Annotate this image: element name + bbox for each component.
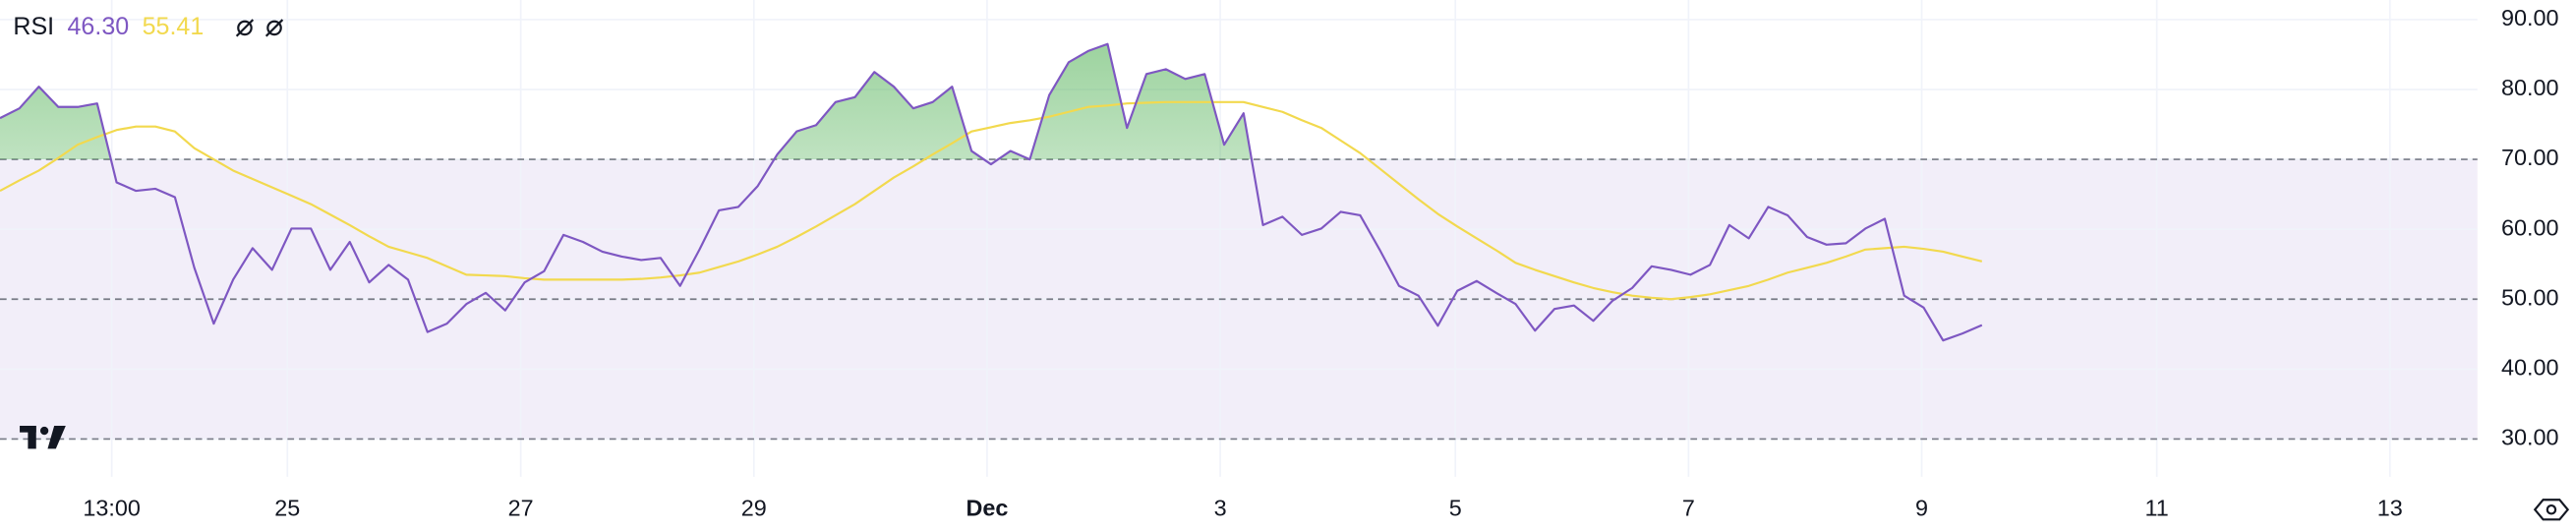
y-tick-label: 80.00 [2501, 75, 2558, 100]
x-tick-label: 13 [2377, 495, 2403, 520]
y-tick-label: 60.00 [2501, 214, 2558, 240]
x-tick-label: 29 [741, 495, 767, 520]
series-line [0, 100, 1983, 301]
x-tick-label: 7 [1682, 495, 1695, 520]
plot-marks [0, 42, 1983, 342]
plot-background [0, 0, 2478, 477]
x-tick-label: 9 [1915, 495, 1928, 520]
last-value: 46.30 [68, 13, 130, 40]
settings-icon[interactable] [2533, 499, 2570, 521]
tradingview-logo[interactable] [20, 426, 66, 449]
x-tick-label: 3 [1214, 495, 1227, 520]
y-tick-label: 30.00 [2501, 425, 2558, 450]
x-tick-label: Dec [966, 495, 1009, 520]
y-tick-label: 70.00 [2501, 145, 2558, 170]
hidden-input-icon[interactable] [264, 19, 284, 37]
x-tick-label: 11 [2145, 495, 2169, 520]
indicator-title: RSI [13, 13, 54, 40]
x-tick-label: 27 [508, 495, 534, 520]
hidden-input-icon[interactable] [235, 19, 255, 37]
x-tick-label: 13:00 [83, 495, 140, 520]
x-tick-label: 5 [1449, 495, 1462, 520]
y-tick-label: 50.00 [2501, 284, 2558, 310]
y-tick-label: 90.00 [2501, 5, 2558, 30]
last-value: 55.41 [143, 13, 205, 40]
x-tick-label: 25 [274, 495, 300, 520]
y-tick-label: 40.00 [2501, 355, 2558, 381]
series-line [0, 42, 1983, 342]
